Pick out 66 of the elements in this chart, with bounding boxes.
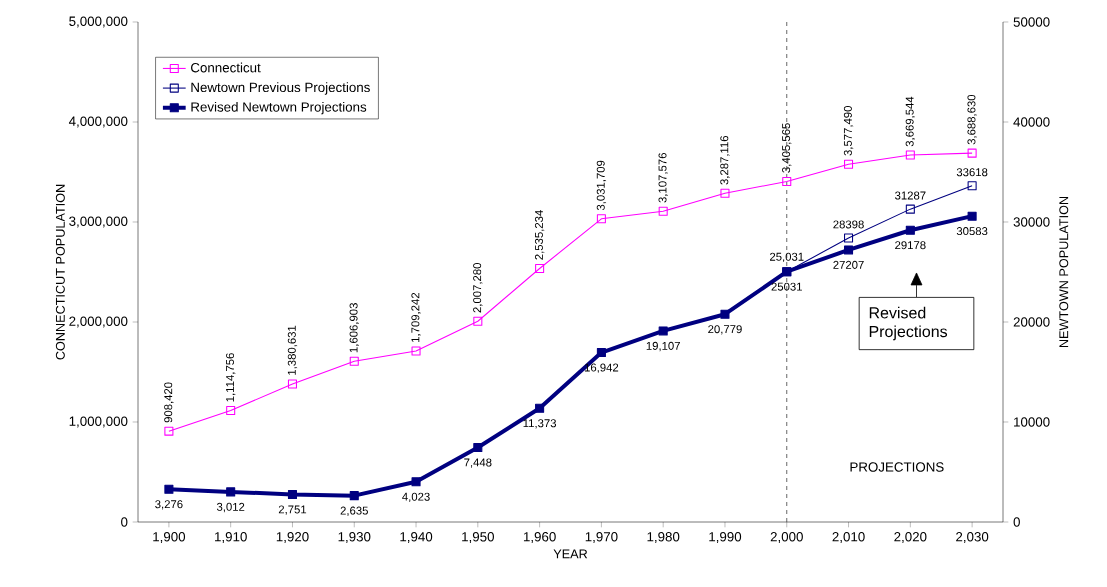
x-tick-label: 1,970	[585, 532, 618, 544]
x-tick-label: 1,920	[276, 532, 309, 544]
data-label: 1,606,903	[349, 303, 359, 353]
x-tick-label: 1,960	[523, 532, 556, 544]
data-label: 1,709,242	[411, 292, 421, 342]
data-label: 3,031,709	[596, 160, 607, 211]
legend-label: Revised Newtown Projections	[191, 101, 367, 115]
data-label: 1,114,756	[226, 353, 236, 402]
data-label: 25,031	[769, 252, 804, 263]
data-label: 3,405,565	[782, 123, 792, 173]
x-tick-label: 1,940	[400, 532, 433, 544]
annotation: PROJECTIONS	[850, 462, 944, 472]
x-tick-label: 1,980	[647, 532, 680, 544]
y2-tick-label: 20000	[1013, 317, 1050, 327]
data-label: 31287	[895, 191, 926, 200]
y-axis-title: CONNECTICUT POPULATION	[55, 184, 65, 360]
data-label: 7,448	[464, 458, 492, 468]
legend-label: Connecticut	[191, 62, 261, 73]
data-label: 2,535,234	[534, 210, 545, 260]
y2-tick-label: 50000	[1013, 17, 1050, 27]
data-label: 2,751	[278, 505, 307, 515]
x-tick-label: 1,910	[215, 532, 247, 544]
x-tick-label: 2,000	[770, 532, 803, 544]
data-label: 2,635	[340, 506, 368, 516]
data-label: 2,007,280	[473, 263, 483, 313]
x-tick-label: 1,930	[338, 532, 371, 544]
data-label: 3,287,116	[720, 135, 730, 185]
data-label: 28398	[833, 220, 864, 229]
legend-label: Newtown Previous Projections	[191, 82, 370, 95]
data-label: 33618	[956, 168, 988, 177]
data-label: 25031	[771, 282, 802, 291]
y-tick-label: 2,000,000	[69, 316, 128, 328]
y2-tick-label: 10000	[1014, 417, 1050, 427]
y-tick-label: 1,000,000	[69, 416, 128, 428]
x-tick-label: 2,020	[894, 532, 927, 544]
y-tick-label: 3,000,000	[69, 216, 128, 228]
x-axis-title: YEAR	[553, 549, 588, 559]
data-label: 1,380,631	[287, 325, 298, 375]
y-tick-label: 0	[121, 517, 128, 527]
x-tick-label: 2,030	[956, 532, 989, 544]
data-label: 11,373	[523, 419, 557, 429]
y2-tick-label: 0	[1013, 517, 1020, 527]
data-label: 3,012	[216, 502, 245, 513]
x-tick-label: 1,900	[153, 532, 186, 544]
y-tick-label: 4,000,000	[68, 116, 128, 128]
data-label: 3,276	[155, 500, 183, 510]
x-tick-label: 1,950	[462, 532, 494, 544]
data-label: 908,420	[164, 382, 174, 423]
data-label: 19,107	[646, 341, 680, 352]
data-label: 27207	[833, 260, 864, 269]
x-tick-label: 1,990	[709, 532, 742, 544]
data-label: 20,779	[708, 325, 742, 335]
y2-tick-label: 40000	[1013, 117, 1050, 127]
data-label: 3,669,544	[905, 96, 915, 147]
data-label: 30583	[956, 227, 988, 236]
data-label: 3,688,630	[967, 94, 977, 145]
annotation: Revised Projections	[869, 306, 948, 341]
data-label: 3,577,490	[843, 106, 854, 156]
data-label: 16,942	[584, 363, 619, 373]
data-label: 29178	[895, 241, 926, 250]
y2-tick-label: 30000	[1013, 217, 1050, 227]
y-tick-label: 5,000,000	[69, 16, 128, 28]
y2-axis-title: NEWTOWN POPULATION	[1059, 196, 1069, 348]
x-tick-label: 2,010	[832, 532, 865, 544]
data-label: 3,107,576	[658, 153, 668, 203]
data-label: 4,023	[402, 492, 430, 503]
